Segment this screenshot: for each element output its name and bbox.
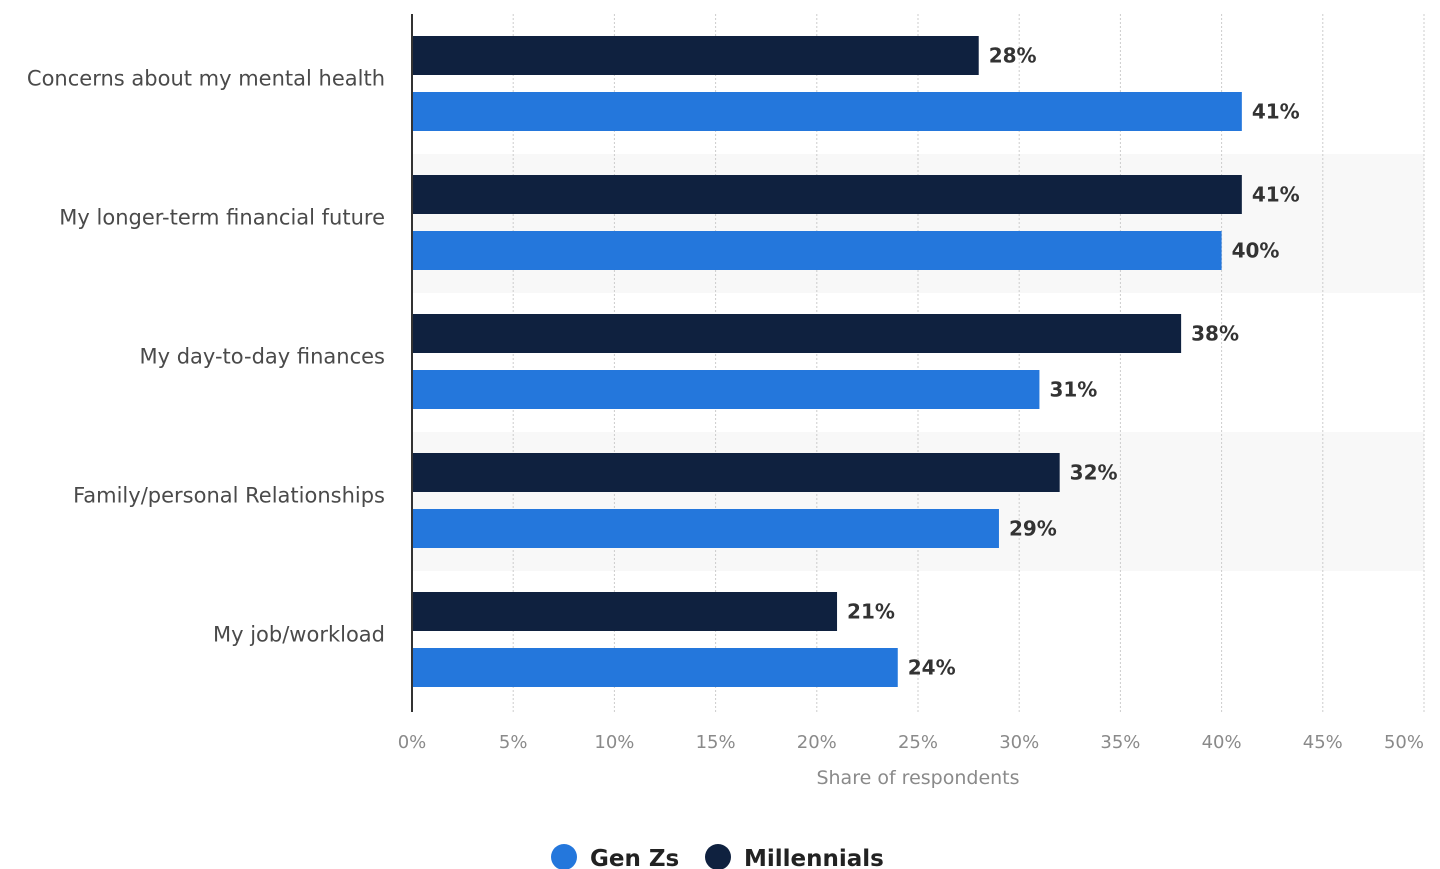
value-label: 41%	[1252, 100, 1300, 124]
legend-label: Millennials	[744, 846, 884, 869]
bar-millennials[interactable]	[412, 453, 1060, 492]
category-label: My job/workload	[213, 623, 385, 647]
x-tick-label: 30%	[999, 732, 1039, 753]
x-tick-label: 10%	[594, 732, 634, 753]
x-tick-labels: 0% 5% 10% 15% 20% 25% 30% 35% 40% 45% 50%	[398, 732, 1424, 753]
x-tick-label: 25%	[898, 732, 938, 753]
bar-gen-zs[interactable]	[412, 648, 898, 687]
bar-millennials[interactable]	[412, 592, 838, 631]
x-tick-label: 15%	[696, 732, 736, 753]
x-tick-label: 35%	[1100, 732, 1140, 753]
legend: Gen Zs Millennials	[551, 844, 884, 869]
legend-label: Gen Zs	[590, 846, 679, 869]
category-label: My day-to-day finances	[139, 345, 385, 369]
legend-marker	[705, 844, 731, 869]
value-label: 40%	[1232, 239, 1280, 263]
x-tick-label: 20%	[797, 732, 837, 753]
category-label: Concerns about my mental health	[27, 67, 385, 91]
legend-marker	[551, 844, 577, 869]
legend-item-gen-zs[interactable]: Gen Zs	[551, 844, 679, 869]
value-label: 38%	[1191, 322, 1239, 346]
bar-gen-zs[interactable]	[412, 370, 1040, 409]
bar-gen-zs[interactable]	[412, 231, 1222, 270]
bars	[412, 36, 1242, 687]
legend-item-millennials[interactable]: Millennials	[705, 844, 884, 869]
value-label: 21%	[847, 600, 895, 624]
x-tick-label: 50%	[1384, 732, 1424, 753]
category-labels: Concerns about my mental health My longer…	[27, 67, 385, 647]
value-label: 24%	[908, 656, 956, 680]
x-tick-label: 40%	[1202, 732, 1242, 753]
bar-millennials[interactable]	[412, 36, 979, 75]
x-axis-title: Share of respondents	[816, 767, 1019, 789]
bar-millennials[interactable]	[412, 175, 1242, 214]
value-label: 29%	[1009, 517, 1057, 541]
value-label: 32%	[1070, 461, 1118, 485]
x-tick-label: 45%	[1303, 732, 1343, 753]
x-tick-label: 5%	[499, 732, 528, 753]
bar-gen-zs[interactable]	[412, 92, 1242, 131]
x-tick-label: 0%	[398, 732, 427, 753]
value-label: 28%	[989, 44, 1037, 68]
bar-gen-zs[interactable]	[412, 509, 999, 548]
category-label: Family/personal Relationships	[73, 484, 385, 508]
value-labels: 28% 41% 41% 40% 38% 31% 32% 29% 21% 24%	[847, 44, 1300, 680]
value-label: 31%	[1049, 378, 1097, 402]
bar-millennials[interactable]	[412, 314, 1182, 353]
category-label: My longer-term financial future	[59, 206, 385, 230]
value-label: 41%	[1252, 183, 1300, 207]
